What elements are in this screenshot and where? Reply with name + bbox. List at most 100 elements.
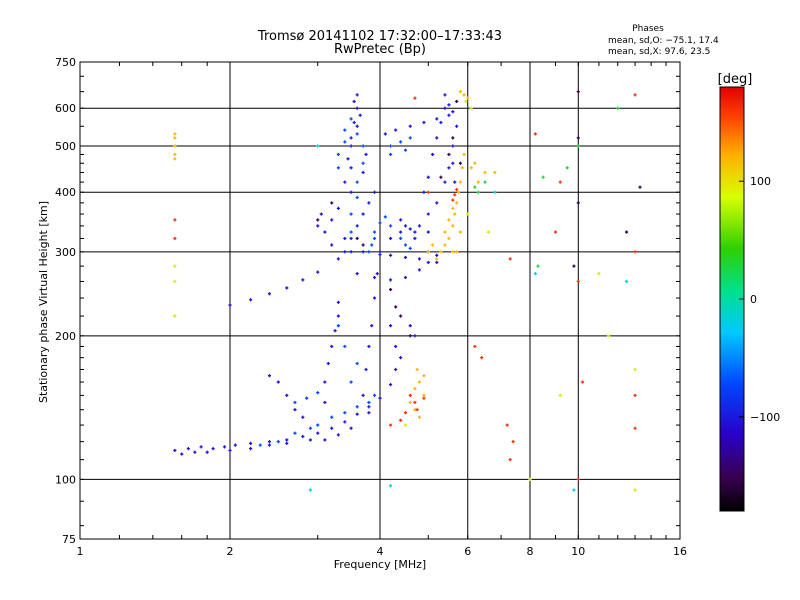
data-point [453,180,457,184]
chart-subtitle: RwPretec (Bp) [334,42,426,57]
data-point [616,106,620,110]
data-point [408,246,412,250]
data-point [464,99,468,104]
data-point [413,334,417,338]
data-point [361,144,365,148]
data-point [565,166,569,170]
data-point [505,423,509,427]
data-point [361,170,365,175]
data-point [443,243,447,247]
data-point [486,230,490,234]
data-point [633,93,637,97]
data-point [336,433,340,437]
data-point [343,250,347,254]
data-point [403,411,408,415]
data-point [451,250,455,254]
data-point [528,477,532,482]
data-point [443,93,447,97]
data-point [173,132,177,136]
data-point [293,431,297,435]
data-point [378,252,382,257]
data-point [462,152,466,157]
data-point [364,367,368,372]
data-point [285,393,289,398]
x-axis-label: Frequency [MHz] [334,558,426,571]
data-point [508,458,512,462]
data-point [355,236,359,241]
y-tick-label: 400 [55,186,76,199]
data-point [372,275,377,280]
data-point [355,412,359,416]
data-point [408,400,412,405]
data-point [370,324,374,328]
chart-title: Tromsø 20141102 17:32:00–17:33:43 [257,29,502,44]
data-point [367,400,371,405]
data-point [378,396,382,400]
data-point [372,230,377,234]
data-point [394,128,398,132]
data-point [422,396,426,400]
data-point [413,387,417,391]
data-point [553,230,558,234]
y-tick-label: 300 [55,246,76,259]
data-point [451,206,455,210]
data-point [451,136,455,140]
data-point [443,230,447,234]
data-point [388,287,393,292]
data-point [323,400,327,405]
data-point [316,391,320,395]
data-point [367,411,371,415]
data-point [222,445,227,449]
data-point [426,190,430,194]
data-point [336,166,340,170]
data-point [430,243,435,247]
data-point [355,224,359,228]
data-point [361,161,365,165]
data-point [355,180,359,184]
data-points [173,90,642,492]
data-point [343,411,347,415]
data-point [308,488,313,492]
data-point [426,212,430,216]
data-point [355,132,359,136]
data-point [336,300,340,305]
data-point [576,279,580,284]
data-point [388,253,393,257]
data-point [426,175,430,179]
data-point [480,356,484,360]
data-point [415,367,419,372]
data-point [330,243,334,247]
data-point [451,161,455,165]
data-point [576,477,580,482]
data-point [633,393,637,398]
data-point [426,250,430,254]
colorbar-tick-label: −100 [750,411,780,424]
data-point [249,447,253,451]
y-tick-label: 750 [55,56,76,69]
data-point [355,93,359,97]
data-point [378,221,382,225]
data-point [447,103,451,107]
data-point [383,215,387,219]
data-point [361,393,365,398]
data-point [370,243,374,247]
x-tick-label: 8 [527,545,534,558]
data-point [399,236,403,241]
data-point [355,361,359,366]
data-point [443,106,447,110]
data-point [330,415,334,419]
data-point [180,452,184,456]
data-point [399,418,403,422]
data-point [403,243,408,247]
data-point [447,113,451,117]
data-point [460,166,464,170]
data-point [511,440,515,444]
data-point [417,415,422,419]
data-point [558,180,562,184]
data-point [439,175,443,179]
data-point [276,380,280,384]
data-point [364,152,368,157]
data-point [267,292,272,296]
data-point [455,250,459,254]
data-point [375,272,379,276]
